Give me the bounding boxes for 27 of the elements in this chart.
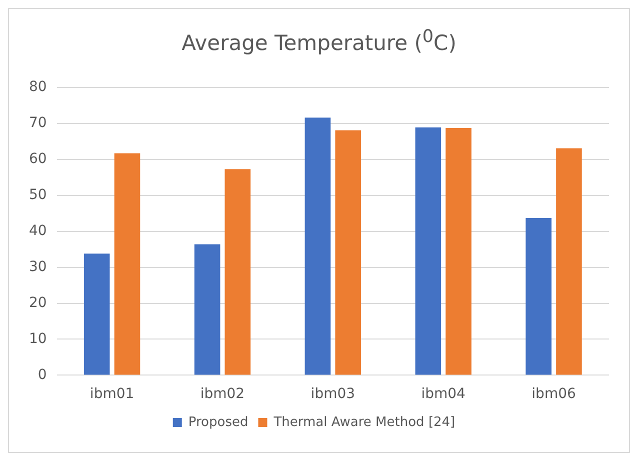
- y-tick-label: 50: [28, 186, 47, 203]
- bar: [304, 118, 331, 375]
- bar: [556, 148, 582, 375]
- bar: [84, 254, 110, 375]
- x-tick-label: ibm06: [532, 386, 576, 402]
- bar: [114, 153, 140, 375]
- bar: [194, 244, 220, 375]
- y-tick-label: 10: [28, 330, 47, 347]
- chart-title: Average Temperature ($^{0}$C): [180, 26, 458, 57]
- x-tick-label: ibm04: [421, 386, 466, 402]
- bar: [224, 169, 251, 375]
- y-tick-label: 70: [28, 115, 47, 132]
- legend-label: Proposed: [188, 414, 248, 430]
- y-tick-label: 20: [28, 294, 47, 311]
- y-tick-label: 40: [28, 222, 47, 239]
- bar: [415, 127, 442, 375]
- y-tick-label: 30: [28, 258, 47, 275]
- y-tick-label: 0: [38, 366, 47, 383]
- x-tick-label: ibm02: [200, 386, 245, 402]
- legend-label: Thermal Aware Method [24]: [272, 414, 456, 430]
- bar: [335, 130, 361, 375]
- y-tick-label: 80: [28, 79, 47, 96]
- bar: [446, 128, 472, 375]
- x-tick-label: ibm01: [90, 386, 134, 402]
- y-tick-label: 60: [28, 150, 47, 167]
- x-tick-label: ibm03: [310, 386, 356, 402]
- bar: [526, 218, 552, 375]
